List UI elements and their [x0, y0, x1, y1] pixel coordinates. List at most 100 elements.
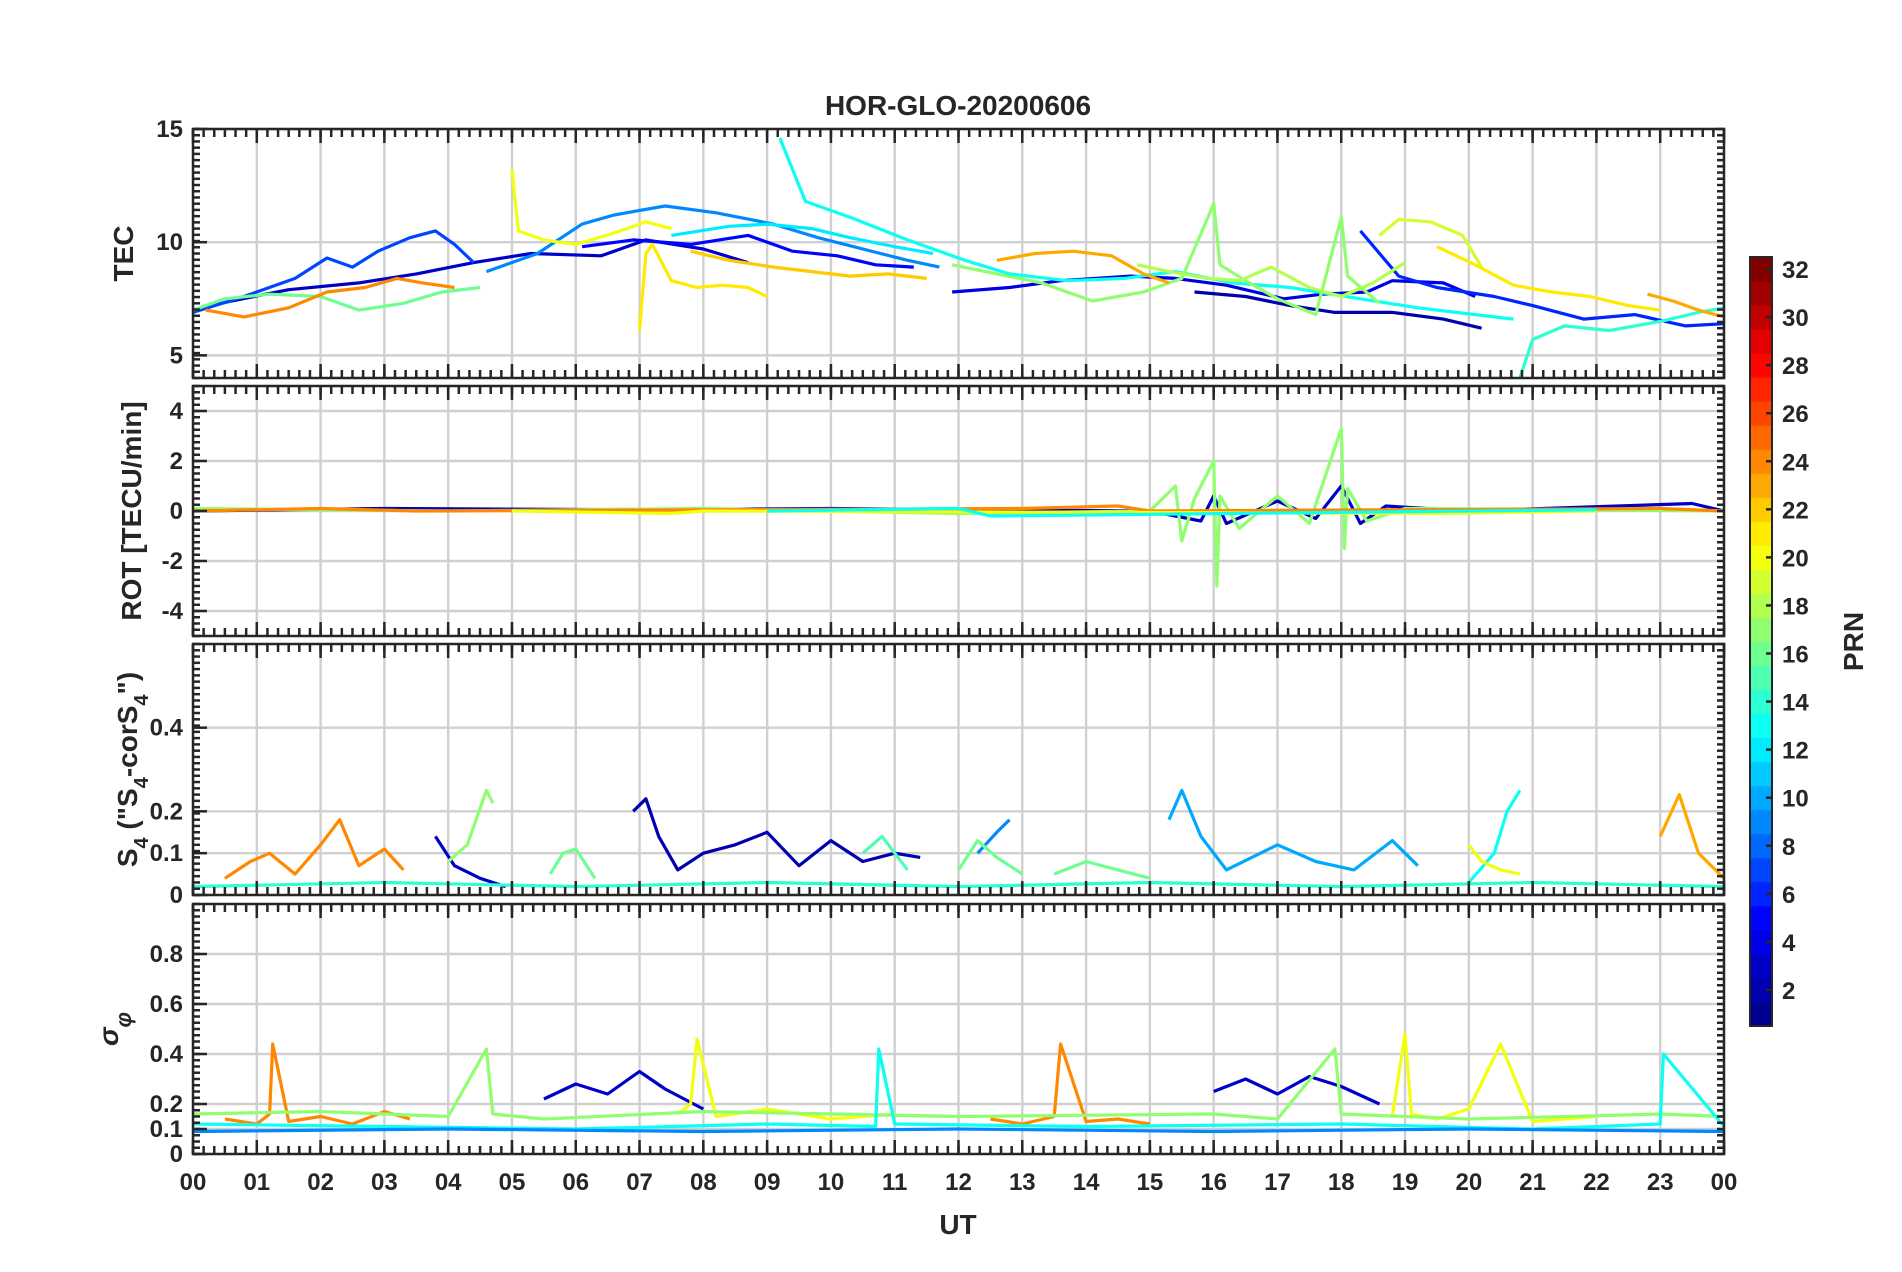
colorbar-band [1750, 713, 1772, 739]
colorbar-band [1750, 353, 1772, 378]
panel-TEC: 5 10 15 TEC [108, 116, 1726, 380]
series-line-prn-14 [1518, 306, 1724, 378]
colorbar-band [1750, 473, 1772, 498]
colorbar-band [1750, 281, 1772, 306]
colorbar-band [1750, 809, 1772, 835]
x-tick-label: 09 [754, 1169, 781, 1196]
colorbar-tick-label: 26 [1782, 401, 1809, 428]
series-line-prn-20 [510, 169, 672, 246]
colorbar-band [1750, 737, 1772, 763]
colorbar-label: PRN [1838, 612, 1869, 671]
y-tick-label: 15 [156, 116, 183, 143]
series-line-prn-18 [1136, 261, 1406, 299]
colorbar-tick-label: 18 [1782, 593, 1809, 620]
x-tick-label: 14 [1073, 1169, 1100, 1196]
series-group [193, 137, 1724, 378]
colorbar-tick-label: 32 [1782, 257, 1809, 284]
series-line-prn-3b [1213, 1074, 1381, 1106]
colorbar-tick-label: 6 [1782, 882, 1795, 909]
series-line-prn-24 [224, 1042, 411, 1126]
y-tick-label: 0.4 [150, 1041, 184, 1068]
colorbar-band [1750, 617, 1772, 642]
y-axis-label: TEC [108, 226, 139, 282]
y-tick-label: 0 [170, 882, 183, 909]
x-tick-label: 08 [690, 1169, 717, 1196]
colorbar-band [1750, 1001, 1772, 1027]
colorbar-tick-label: 24 [1782, 449, 1809, 476]
colorbar-tick-label: 10 [1782, 786, 1809, 813]
y-tick-label: -2 [162, 548, 183, 575]
x-tick-label: 15 [1137, 1169, 1164, 1196]
colorbar-frame [1749, 256, 1773, 1027]
series-line-prn-24 [205, 276, 455, 319]
series-line-prn-13 [767, 506, 1597, 518]
colorbar-tick-label: 20 [1782, 545, 1809, 572]
x-tick-label: 23 [1647, 1169, 1674, 1196]
x-tick-label: 04 [435, 1169, 462, 1196]
series-line-prn-23 [1658, 793, 1724, 880]
series-line-prn-13 [1467, 789, 1522, 884]
x-tick-label: 03 [371, 1169, 398, 1196]
y-axis-label: ROT [TECU/min] [116, 401, 147, 620]
series-line-prn-3 [434, 835, 507, 889]
series-line-prn-3 [543, 1069, 705, 1111]
colorbar-band [1750, 305, 1772, 330]
series-line-prn-15 [861, 834, 909, 871]
colorbar-band [1750, 593, 1772, 618]
y-tick-label: 0.1 [150, 840, 183, 867]
series-group [193, 426, 1724, 588]
series-line-prn-22 [690, 249, 927, 280]
x-tick-label: 20 [1455, 1169, 1482, 1196]
series-line-prn-20 [676, 1037, 895, 1121]
x-tick-label: 05 [499, 1169, 526, 1196]
colorbar-band [1750, 497, 1772, 522]
series-line-prn-10 [1167, 788, 1419, 872]
colorbar-band [1750, 329, 1772, 354]
series-line-prn-13 [778, 137, 1514, 321]
series-line-prn-9 [193, 1127, 1724, 1134]
series-line-prn-2 [632, 797, 921, 872]
series-line-prn-21 [637, 242, 768, 331]
x-tick-label: 02 [307, 1169, 334, 1196]
colorbar-band [1750, 425, 1772, 450]
series-line-prn-4 [951, 274, 1476, 301]
colorbar-band [1750, 569, 1772, 594]
colorbar-band [1750, 257, 1772, 282]
y-tick-label: 0.8 [150, 941, 183, 968]
y-tick-label: 2 [170, 448, 183, 475]
x-axis-label: UT [939, 1209, 976, 1240]
series-line-prn-12 [671, 222, 934, 256]
y-tick-label: 0.2 [150, 1091, 183, 1118]
series-line-prn-17 [951, 202, 1381, 317]
y-tick-label: 0.6 [150, 991, 183, 1018]
colorbar-band [1750, 857, 1772, 883]
colorbar-band [1750, 545, 1772, 570]
series-line-prn-5 [581, 233, 914, 269]
colorbar-tick-label: 22 [1782, 497, 1809, 524]
x-tick-label: 00 [180, 1169, 207, 1196]
y-tick-label: 0 [170, 1141, 183, 1168]
series-line-prn-17 [193, 1047, 1724, 1121]
x-tick-label: 19 [1392, 1169, 1419, 1196]
y-tick-label: 0.1 [150, 1116, 183, 1143]
series-line-prn-24b [990, 1042, 1151, 1126]
colorbar-tick-label: 2 [1782, 978, 1795, 1005]
series-line-prn-20b [1390, 1032, 1597, 1124]
colorbar-tick-label: 12 [1782, 738, 1809, 765]
panel-S4: 0 0.1 0.2 0.4S4 ("S4-corS4") [112, 642, 1726, 909]
colorbar-tick-label: 30 [1782, 305, 1809, 332]
colorbar-band [1750, 929, 1772, 955]
colorbar-band [1750, 521, 1772, 546]
colorbar-band [1750, 833, 1772, 859]
series-line-prn-9 [976, 818, 1011, 855]
colorbar-band [1750, 401, 1772, 426]
series-line-prn-24 [224, 818, 405, 880]
colorbar-tick-label: 4 [1782, 930, 1796, 957]
colorbar-band [1750, 905, 1772, 931]
panel-ROT: -4 -2 0 2 4 ROT [TECU/min] [116, 384, 1726, 638]
y-tick-label: 5 [170, 342, 183, 369]
x-tick-label: 12 [945, 1169, 972, 1196]
series-line-prn-19 [1378, 217, 1483, 268]
x-tick-label: 11 [882, 1169, 907, 1196]
